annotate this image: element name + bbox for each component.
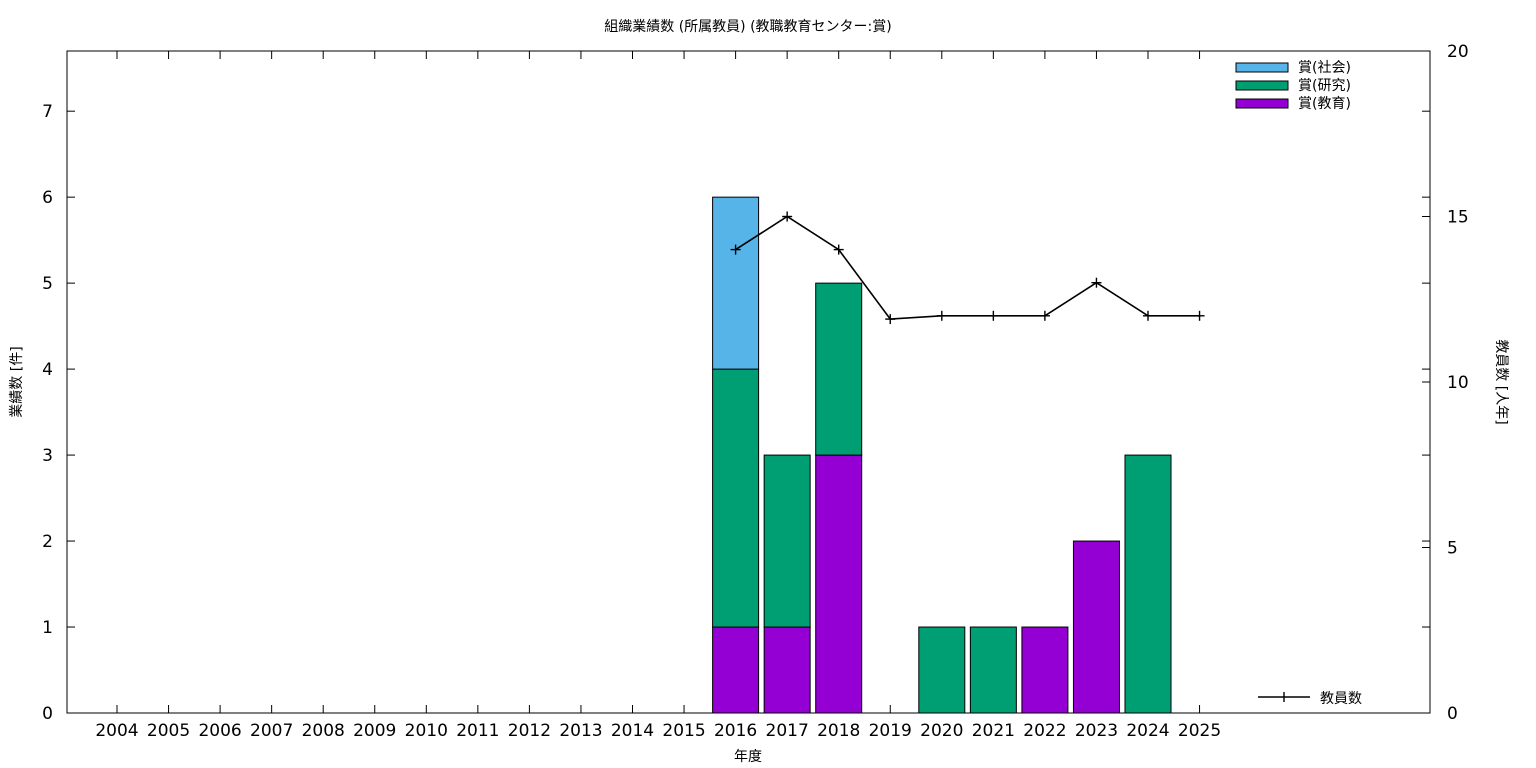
bar [815,454,863,714]
legend-label: 賞(社会) [1298,60,1351,76]
bar [712,626,760,714]
y2-tick-label: 10 [1447,373,1469,393]
x-tick-label: 2020 [920,721,963,741]
x-tick-label: 2025 [1178,721,1221,741]
legend-swatch [1235,80,1289,91]
x-tick-label: 2023 [1075,721,1118,741]
x-tick-label: 2009 [353,721,396,741]
y2-tick-label: 0 [1447,704,1458,724]
line-point [1091,277,1102,288]
legend: 賞(社会) 賞(研究) 賞(教育) 教員数 [1235,60,1362,707]
bar [1021,626,1069,714]
x-tick-label: 2019 [869,721,912,741]
bar [969,626,1017,714]
x-tick-label: 2022 [1023,721,1066,741]
x-tick-label: 2005 [147,721,190,741]
bar [763,454,811,628]
x-tick-label: 2016 [714,721,757,741]
line-point [885,314,896,325]
y2-tick-label: 20 [1447,42,1469,62]
x-tick-label: 2011 [456,721,499,741]
x-tick-label: 2013 [559,721,602,741]
x-tick-label: 2010 [405,721,448,741]
y-axis-title: 業績数 [件] [9,346,25,417]
legend-swatch [1235,98,1289,109]
x-tick-label: 2014 [611,721,654,741]
line-point [988,310,999,321]
bar [712,196,760,370]
line-point [1039,310,1050,321]
legend-line-label: 教員数 [1320,691,1362,707]
y-axis: 0 1 2 3 4 5 6 7 [42,102,1430,724]
x-tick-label: 2012 [508,721,551,741]
x-tick-label: 2008 [302,721,345,741]
y2-axis-title: 教員数 [人年] [1493,339,1509,424]
bar [712,368,760,628]
line-point [1194,310,1205,321]
y2-axis: 0 5 10 15 20 [1422,42,1469,724]
faculty-line [730,211,1205,325]
faculty-count-line [735,215,1200,320]
x-tick-label: 2004 [95,721,138,741]
x-tick-label: 2007 [250,721,293,741]
y-tick-label: 5 [42,274,53,294]
x-tick-label: 2015 [662,721,705,741]
bar [1072,540,1120,714]
line-point [936,310,947,321]
line-point [782,211,793,222]
y-tick-label: 1 [42,618,53,638]
bar [763,626,811,714]
x-tick-label: 2017 [766,721,809,741]
line-point [833,244,844,255]
x-tick-label: 2018 [817,721,860,741]
bar [918,626,966,714]
line-point [730,244,741,255]
legend-swatch [1235,62,1289,73]
legend-label: 賞(教育) [1298,96,1351,112]
y-tick-label: 6 [42,188,53,208]
chart-title: 組織業績数 (所属教員) (教職教育センター:賞) [604,19,891,35]
y2-tick-label: 15 [1447,208,1469,228]
x-axis: 2004 2005 2006 2007 2008 2009 2010 2011 2012 2013… [95,51,1221,741]
y-tick-label: 3 [42,446,53,466]
bar [1124,454,1172,714]
x-tick-label: 2024 [1126,721,1169,741]
line-point [1143,310,1153,321]
bars [712,196,1172,714]
y-tick-label: 4 [42,360,53,380]
x-tick-label: 2021 [972,721,1015,741]
y2-tick-label: 5 [1447,539,1458,559]
legend-label: 賞(研究) [1298,78,1351,94]
y-tick-label: 2 [42,532,53,552]
bar [815,282,863,456]
x-axis-title: 年度 [734,749,762,765]
x-tick-label: 2006 [198,721,241,741]
y-tick-label: 0 [42,704,53,724]
y-tick-label: 7 [42,102,53,122]
